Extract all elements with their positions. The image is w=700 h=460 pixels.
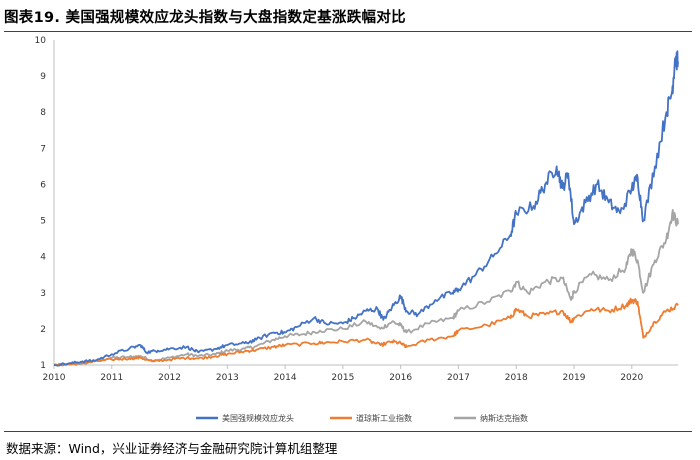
axes: 1 2 3 4 5 6 7 8 9 10 2010 2011 2012 2013 2014 2015 2016 2…	[35, 36, 678, 383]
x-tick-label: 2020	[620, 373, 643, 383]
y-tick-label: 1	[40, 361, 46, 371]
x-tick-label: 2018	[505, 373, 528, 383]
chart-title: 图表19. 美国强规模效应龙头指数与大盘指数定基涨跌幅对比	[4, 10, 406, 26]
x-tick-label: 2010	[43, 373, 66, 383]
y-tick-label: 4	[40, 253, 46, 263]
x-tick-label: 2011	[100, 373, 123, 383]
y-tick-label: 2	[40, 325, 46, 335]
series-line-1	[53, 50, 679, 367]
legend: 美国强规模效应龙头 道琼斯工业指数 纳斯达克指数	[196, 413, 528, 423]
y-tick-label: 3	[40, 289, 46, 299]
series-lines	[53, 50, 679, 367]
y-tick-label: 10	[35, 36, 47, 46]
source-note: 数据来源：Wind，兴业证券经济与金融研究院计算机组整理	[6, 441, 338, 456]
legend-label: 美国强规模效应龙头	[222, 413, 294, 423]
x-tick-label: 2014	[274, 373, 297, 383]
x-tick-label: 2017	[447, 373, 470, 383]
legend-label: 纳斯达克指数	[480, 413, 528, 423]
x-tick-label: 2019	[563, 373, 586, 383]
x-tick-label: 2015	[331, 373, 354, 383]
y-tick-label: 7	[40, 144, 46, 154]
title-divider	[4, 31, 692, 32]
y-tick-label: 9	[40, 72, 46, 82]
y-tick-label: 8	[40, 108, 46, 118]
x-tick-label: 2013	[216, 373, 239, 383]
legend-label: 道琼斯工业指数	[356, 413, 412, 423]
x-tick-label: 2016	[389, 373, 412, 383]
source-divider	[4, 431, 692, 432]
series-line-3	[53, 208, 679, 367]
x-tick-label: 2012	[158, 373, 181, 383]
series-line-2	[53, 297, 679, 367]
y-tick-label: 6	[40, 180, 46, 190]
y-tick-label: 5	[40, 217, 46, 227]
